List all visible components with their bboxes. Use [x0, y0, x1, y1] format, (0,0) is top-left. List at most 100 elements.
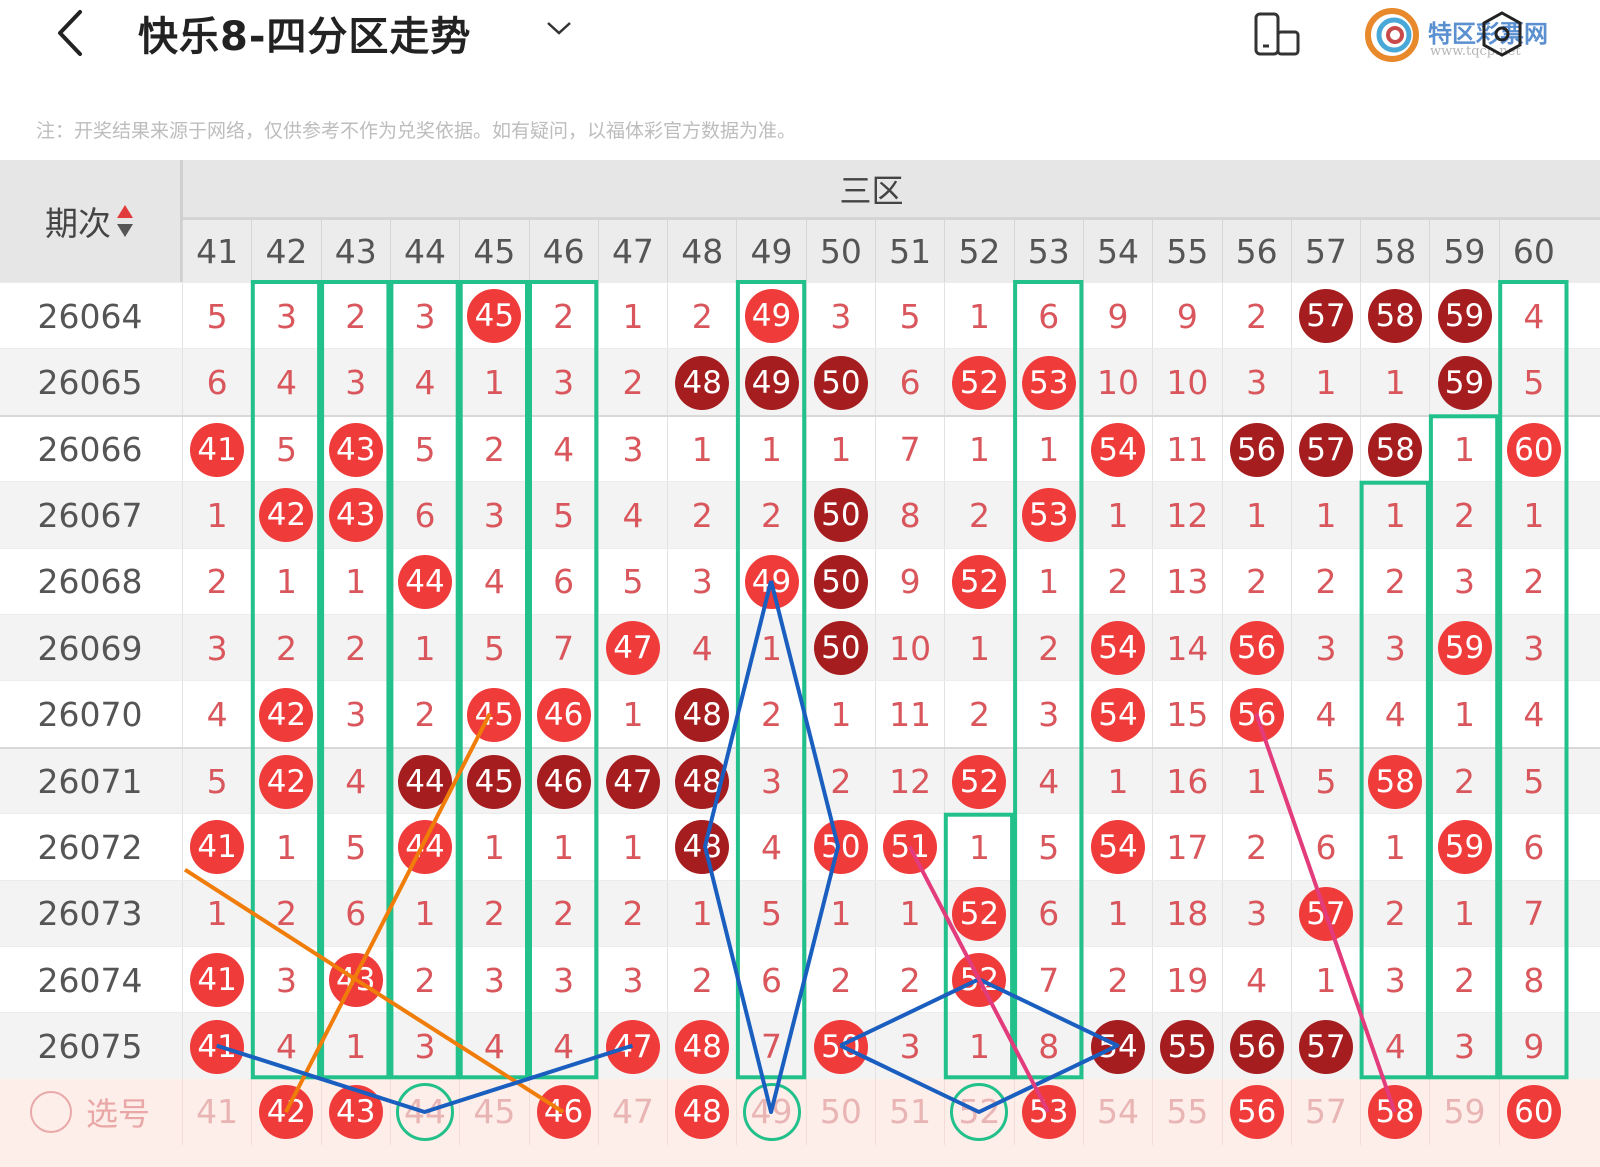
table-cell: 11 — [1152, 416, 1221, 484]
table-cell: 2 — [1429, 748, 1498, 816]
table-cell: 42 — [251, 482, 320, 549]
hexagon-settings-icon[interactable] — [1478, 10, 1526, 58]
table-cell: 7 — [875, 416, 944, 484]
table-cell: 3 — [320, 349, 390, 416]
table-cell: 5 — [182, 283, 251, 350]
table-cell: 10 — [1082, 349, 1152, 416]
select-number[interactable]: 47 — [597, 1078, 667, 1146]
table-cell: 1 — [1360, 482, 1429, 549]
repeat-ball: 58 — [1368, 422, 1423, 477]
issue-number: 26074 — [37, 960, 143, 1000]
repeat-ball: 50 — [813, 488, 868, 543]
table-cell: 3 — [528, 947, 598, 1014]
select-number[interactable]: 58 — [1360, 1078, 1429, 1146]
selected-ball: 46 — [536, 1084, 591, 1139]
issue-number: 26075 — [37, 1027, 143, 1067]
back-chevron-icon[interactable] — [52, 8, 92, 58]
table-cell: 41 — [182, 1013, 251, 1080]
table-cell: 3 — [597, 416, 667, 484]
repeat-ball: 57 — [1298, 422, 1353, 477]
drawn-ball: 52 — [952, 886, 1007, 941]
select-number[interactable]: 44 — [389, 1078, 459, 1146]
column-number: 45 — [459, 220, 528, 282]
select-number[interactable]: 50 — [805, 1078, 875, 1146]
table-cell: 4 — [389, 349, 459, 416]
table-row: 26064 5 3 2 3 45 2 1 2 49 3 5 1 6 9 9 2 57 58 59 4 — [0, 282, 1600, 350]
table-cell: 7 — [736, 1013, 805, 1080]
select-number[interactable]: 48 — [667, 1078, 736, 1146]
select-number[interactable]: 45 — [459, 1078, 528, 1146]
table-cell: 1 — [736, 615, 805, 682]
table-cell: 48 — [667, 814, 736, 881]
table-cell: 5 — [597, 548, 667, 615]
table-cell: 4 — [1221, 947, 1291, 1014]
table-cell: 47 — [597, 1013, 667, 1080]
select-label-cell[interactable]: 选号 — [0, 1079, 180, 1145]
table-cell: 1 — [805, 880, 875, 947]
table-cell: 1 — [597, 283, 667, 350]
drawn-ball: 47 — [605, 1019, 660, 1074]
column-number: 59 — [1429, 220, 1498, 282]
table-cell: 2 — [251, 615, 320, 682]
table-cell: 2 — [805, 748, 875, 816]
table-cell: 3 — [1360, 947, 1429, 1014]
select-number[interactable]: 52 — [944, 1078, 1013, 1146]
drawn-ball: 59 — [1437, 820, 1492, 875]
page-title[interactable]: 快乐8-四分区走势 — [138, 14, 472, 60]
table-cell: 5 — [1290, 748, 1360, 816]
table-cell: 1 — [1498, 482, 1568, 549]
table-cell: 5 — [736, 880, 805, 947]
table-cell: 9 — [875, 548, 944, 615]
table-cell: 47 — [597, 748, 667, 816]
select-number[interactable]: 53 — [1013, 1078, 1083, 1146]
select-number[interactable]: 42 — [251, 1078, 320, 1146]
select-number[interactable]: 57 — [1290, 1078, 1360, 1146]
drawn-ball: 43 — [328, 422, 383, 477]
table-cell: 2 — [805, 947, 875, 1014]
table-cell: 50 — [805, 482, 875, 549]
table-cell: 3 — [597, 947, 667, 1014]
select-number[interactable]: 60 — [1498, 1078, 1568, 1146]
issue-header-cell[interactable]: 期次 — [0, 160, 180, 282]
table-cell: 6 — [528, 548, 598, 615]
table-cell: 50 — [805, 1013, 875, 1080]
table-cell: 2 — [459, 880, 528, 947]
select-number[interactable]: 46 — [528, 1078, 598, 1146]
table-cell: 3 — [528, 349, 598, 416]
select-number[interactable]: 49 — [736, 1078, 805, 1146]
sort-icon[interactable] — [115, 203, 135, 239]
select-number[interactable]: 55 — [1152, 1078, 1221, 1146]
drawn-ball: 50 — [813, 820, 868, 875]
select-number[interactable]: 41 — [182, 1078, 251, 1146]
table-cell: 46 — [528, 748, 598, 816]
table-cell: 3 — [1429, 548, 1498, 615]
select-number[interactable]: 43 — [320, 1078, 390, 1146]
table-cell: 6 — [389, 482, 459, 549]
drawn-ball: 52 — [952, 953, 1007, 1008]
repeat-ball: 47 — [605, 754, 660, 809]
issue-number: 26072 — [37, 827, 143, 867]
select-number[interactable]: 59 — [1429, 1078, 1498, 1146]
table-cell: 4 — [736, 814, 805, 881]
table-cell: 41 — [182, 947, 251, 1014]
table-cell: 43 — [320, 416, 390, 484]
select-radio-icon[interactable] — [29, 1090, 72, 1133]
unselected-number: 50 — [819, 1092, 862, 1132]
table-cell: 1 — [805, 681, 875, 748]
table-cell: 1 — [1360, 349, 1429, 416]
screen-rotate-icon[interactable] — [1253, 12, 1301, 56]
repeat-ball: 48 — [675, 820, 730, 875]
issue-number: 26068 — [37, 562, 143, 602]
table-cell: 2 — [389, 681, 459, 748]
select-number[interactable]: 54 — [1082, 1078, 1152, 1146]
selected-ball: 43 — [328, 1084, 383, 1139]
select-number[interactable]: 56 — [1221, 1078, 1291, 1146]
table-cell: 3 — [1221, 349, 1291, 416]
table-cell: 50 — [805, 349, 875, 416]
select-number[interactable]: 51 — [875, 1078, 944, 1146]
table-cell: 54 — [1082, 416, 1152, 484]
chevron-down-icon[interactable] — [545, 18, 573, 38]
table-row: 26070 4 42 3 2 45 46 1 48 2 1 11 2 3 54 15 56 4 4 1 4 — [0, 680, 1600, 748]
column-number: 55 — [1152, 220, 1221, 282]
table-cell: 4 — [459, 1013, 528, 1080]
